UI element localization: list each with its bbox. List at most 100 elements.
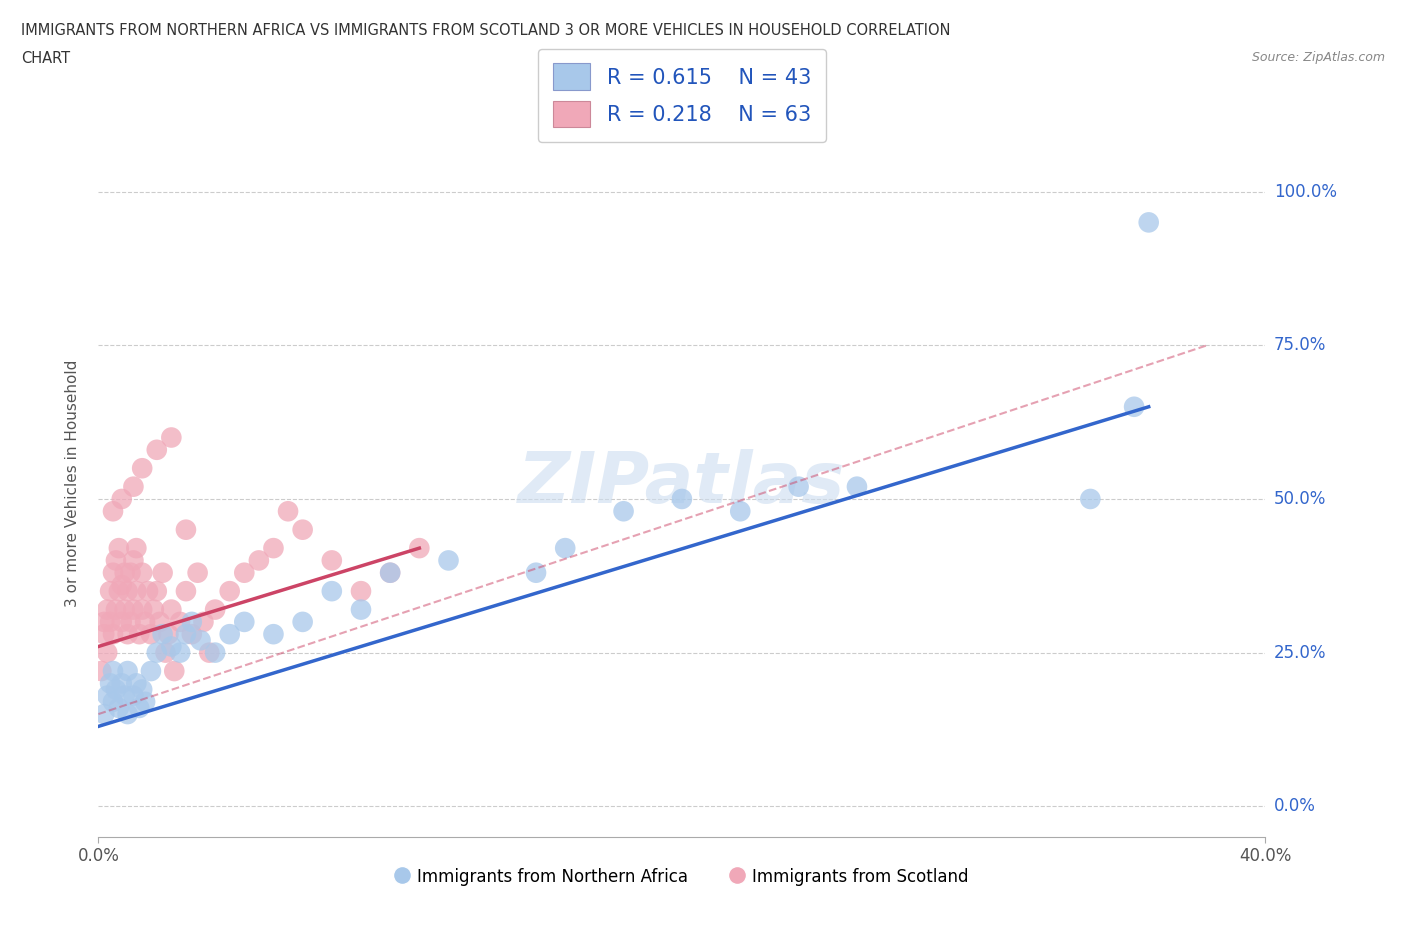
- Point: [111, 676, 134, 691]
- Point: [157, 627, 180, 642]
- Point: [131, 682, 153, 697]
- Point: [321, 584, 343, 599]
- Point: [350, 602, 373, 617]
- Point: [174, 584, 197, 599]
- Point: [122, 688, 145, 703]
- Point: [180, 615, 202, 630]
- Point: [101, 695, 124, 710]
- Point: [163, 664, 186, 679]
- Point: [169, 615, 191, 630]
- Text: CHART: CHART: [21, 51, 70, 66]
- Point: [612, 504, 634, 519]
- Point: [350, 584, 373, 599]
- Point: [101, 627, 124, 642]
- Point: [108, 540, 131, 555]
- Point: [98, 615, 121, 630]
- Text: 100.0%: 100.0%: [1274, 182, 1337, 201]
- Point: [291, 523, 314, 538]
- Text: 0.0%: 0.0%: [1274, 797, 1316, 816]
- Point: [247, 553, 270, 568]
- Point: [180, 627, 202, 642]
- Text: ZIPatlas: ZIPatlas: [519, 449, 845, 518]
- Point: [134, 615, 156, 630]
- Point: [131, 565, 153, 580]
- Point: [139, 627, 162, 642]
- Point: [93, 627, 115, 642]
- Text: Source: ZipAtlas.com: Source: ZipAtlas.com: [1251, 51, 1385, 64]
- Point: [174, 627, 197, 642]
- Point: [155, 645, 177, 660]
- Point: [90, 664, 112, 679]
- Point: [96, 688, 118, 703]
- Point: [193, 615, 215, 630]
- Point: [1123, 399, 1146, 414]
- Legend: Immigrants from Northern Africa, Immigrants from Scotland: Immigrants from Northern Africa, Immigra…: [389, 861, 974, 892]
- Point: [174, 523, 197, 538]
- Point: [104, 602, 127, 617]
- Point: [93, 615, 115, 630]
- Point: [1137, 215, 1160, 230]
- Point: [125, 584, 148, 599]
- Point: [120, 615, 142, 630]
- Point: [380, 565, 402, 580]
- Point: [187, 565, 209, 580]
- Point: [218, 584, 240, 599]
- Text: IMMIGRANTS FROM NORTHERN AFRICA VS IMMIGRANTS FROM SCOTLAND 3 OR MORE VEHICLES I: IMMIGRANTS FROM NORTHERN AFRICA VS IMMIG…: [21, 23, 950, 38]
- Point: [233, 615, 256, 630]
- Point: [277, 504, 299, 519]
- Point: [160, 430, 183, 445]
- Point: [321, 553, 343, 568]
- Point: [101, 664, 124, 679]
- Point: [122, 553, 145, 568]
- Point: [101, 565, 124, 580]
- Point: [104, 553, 127, 568]
- Point: [190, 633, 212, 648]
- Point: [117, 584, 139, 599]
- Point: [111, 615, 134, 630]
- Text: 75.0%: 75.0%: [1274, 337, 1326, 354]
- Point: [291, 615, 314, 630]
- Point: [218, 627, 240, 642]
- Point: [1080, 492, 1102, 507]
- Point: [142, 602, 165, 617]
- Point: [262, 627, 284, 642]
- Point: [122, 602, 145, 617]
- Point: [152, 627, 174, 642]
- Point: [98, 676, 121, 691]
- Point: [408, 540, 430, 555]
- Point: [120, 565, 142, 580]
- Point: [128, 700, 150, 715]
- Point: [169, 645, 191, 660]
- Point: [233, 565, 256, 580]
- Point: [111, 492, 134, 507]
- Point: [437, 553, 460, 568]
- Point: [198, 645, 221, 660]
- Point: [160, 639, 183, 654]
- Point: [146, 645, 169, 660]
- Point: [114, 688, 136, 703]
- Y-axis label: 3 or more Vehicles in Household: 3 or more Vehicles in Household: [65, 360, 80, 607]
- Point: [104, 682, 127, 697]
- Point: [131, 602, 153, 617]
- Point: [96, 645, 118, 660]
- Point: [204, 645, 226, 660]
- Point: [671, 492, 693, 507]
- Point: [117, 664, 139, 679]
- Text: 25.0%: 25.0%: [1274, 644, 1326, 661]
- Point: [93, 707, 115, 722]
- Point: [128, 627, 150, 642]
- Point: [146, 443, 169, 458]
- Point: [125, 540, 148, 555]
- Point: [117, 707, 139, 722]
- Point: [108, 584, 131, 599]
- Point: [134, 695, 156, 710]
- Point: [149, 615, 172, 630]
- Point: [96, 602, 118, 617]
- Point: [204, 602, 226, 617]
- Point: [98, 584, 121, 599]
- Point: [117, 627, 139, 642]
- Point: [101, 504, 124, 519]
- Point: [524, 565, 547, 580]
- Text: 50.0%: 50.0%: [1274, 490, 1326, 508]
- Point: [131, 460, 153, 475]
